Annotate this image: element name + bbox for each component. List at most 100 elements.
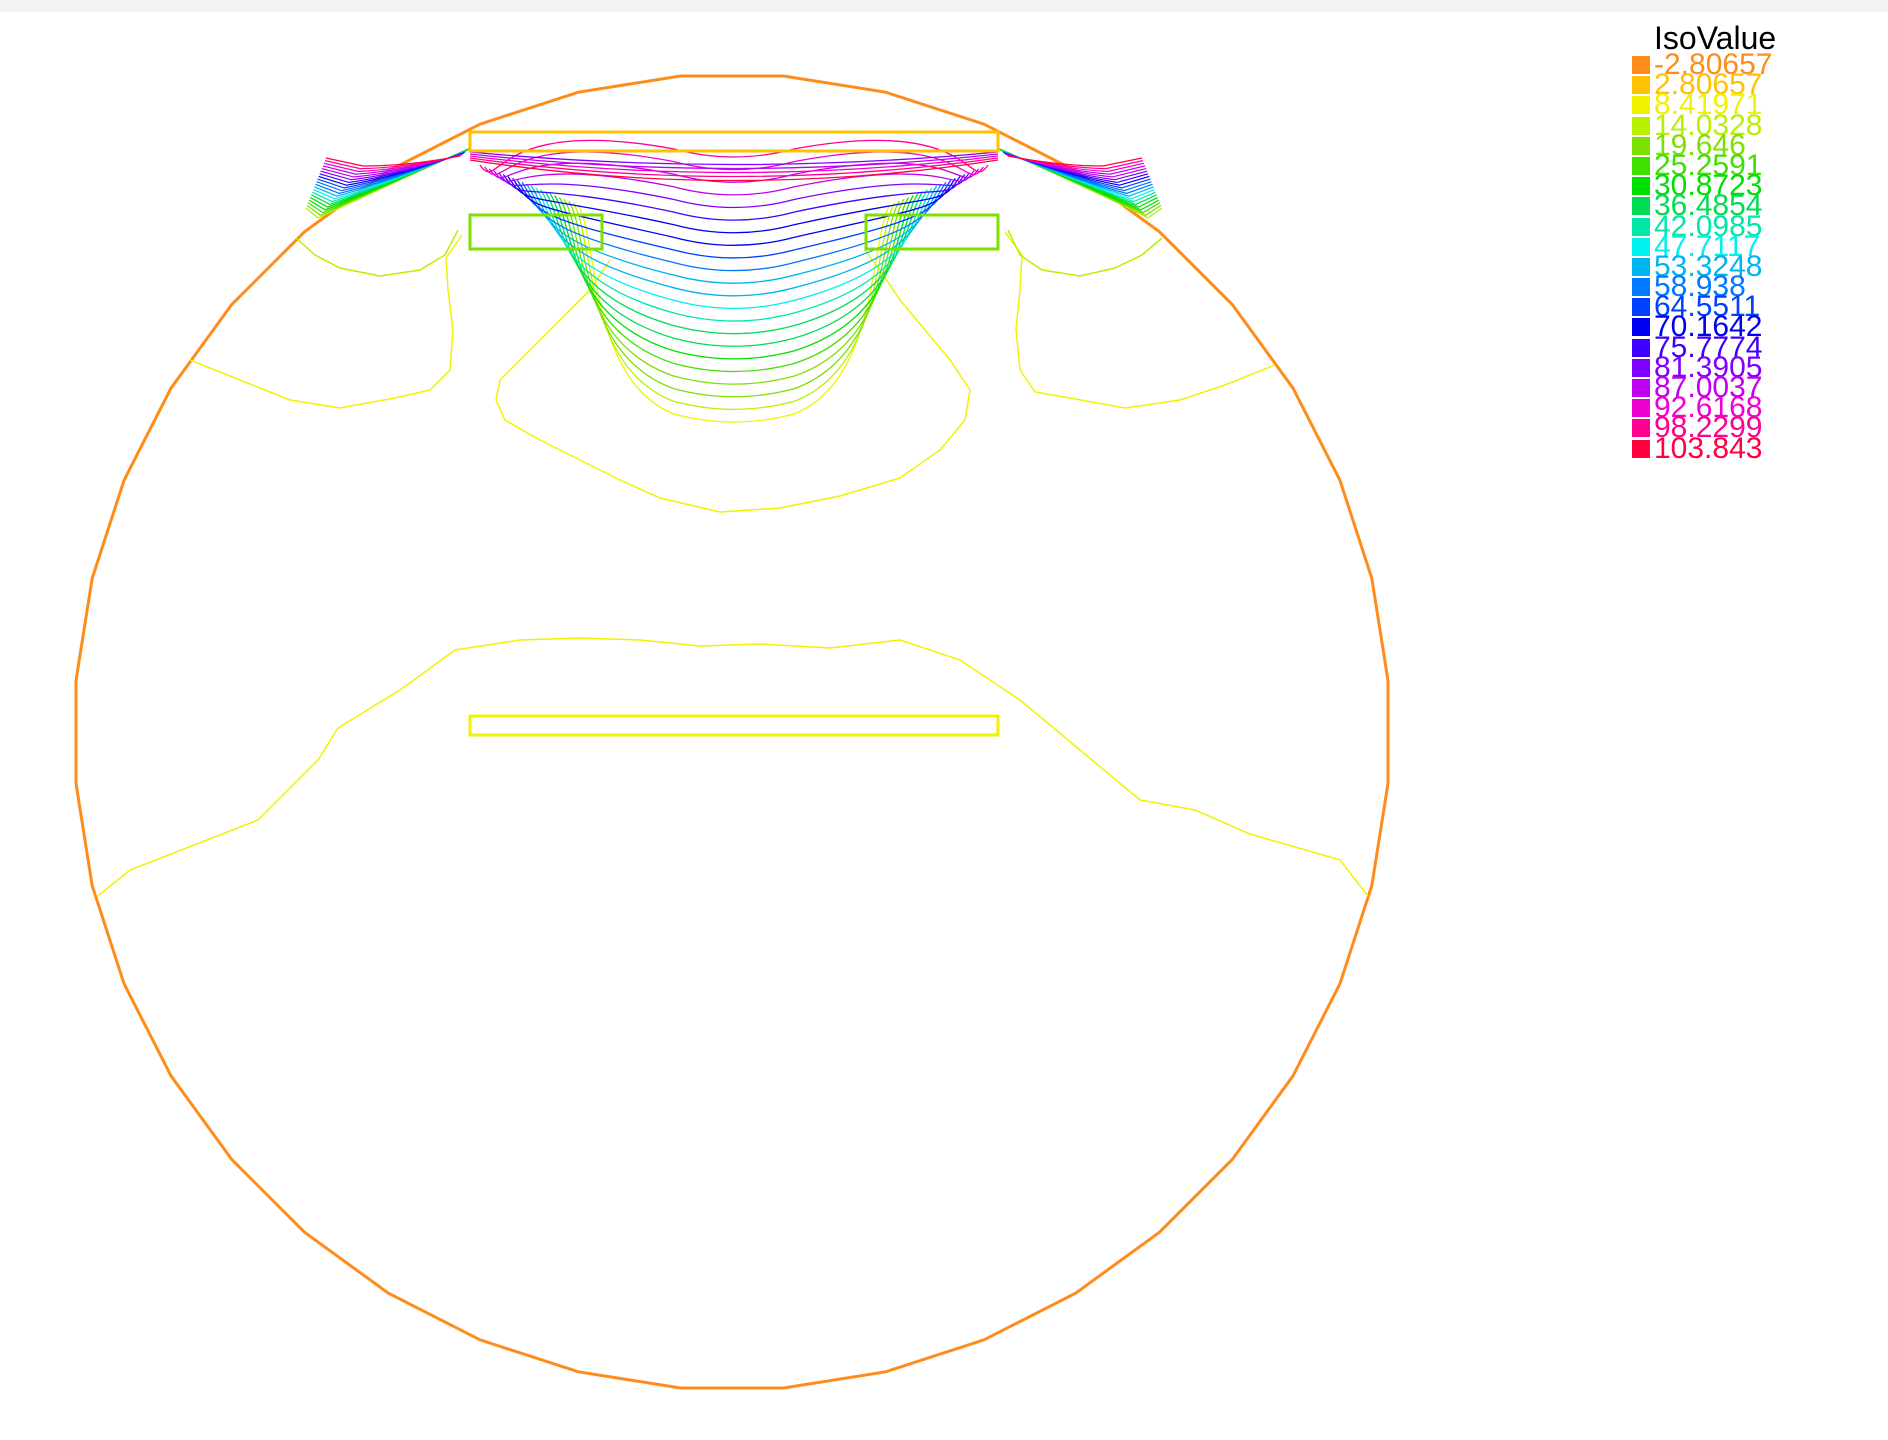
legend-label: 47.7117 — [1654, 229, 1761, 263]
legend-swatch — [1632, 96, 1650, 115]
legend-entry: 47.7117 — [1630, 231, 1820, 261]
contour-line — [488, 162, 980, 183]
legend-entry: 98.2299 — [1630, 413, 1820, 443]
legend-label: 53.3248 — [1654, 249, 1763, 283]
legend-label: 64.5511 — [1654, 290, 1761, 324]
legend-swatch — [1632, 439, 1650, 458]
legend-entry: 19.646 — [1630, 130, 1820, 160]
legend-entry: 53.3248 — [1630, 251, 1820, 281]
legend-label: 70.1642 — [1654, 310, 1763, 344]
legend-entry: 36.4854 — [1630, 191, 1820, 221]
contour-line — [563, 198, 905, 385]
legend-entry: 30.8723 — [1630, 171, 1820, 201]
contour-line — [535, 187, 933, 310]
legend-label: 19.646 — [1654, 128, 1746, 162]
isovalue-legend: IsoValue -2.80657 2.80657 8.41971 14.0328 19… — [1630, 20, 1820, 463]
legend-swatch — [1632, 338, 1650, 357]
legend-swatch — [1632, 217, 1650, 236]
legend-label: 81.3905 — [1654, 350, 1763, 384]
contour-line — [495, 249, 971, 513]
right-electrode — [864, 213, 1000, 251]
legend-swatch — [1632, 237, 1650, 256]
legend-label: 58.938 — [1654, 270, 1746, 304]
contour-line — [323, 154, 462, 173]
legend-label: 92.6168 — [1654, 391, 1763, 425]
contour-line — [189, 234, 463, 409]
legend-swatch — [1632, 278, 1650, 297]
window-top-bar — [0, 0, 1888, 12]
legend-entry: -2.80657 — [1630, 50, 1820, 80]
legend-swatch — [1632, 116, 1650, 135]
contour-line — [97, 637, 1369, 897]
legend-swatch — [1632, 379, 1650, 397]
legend-label: 98.2299 — [1654, 411, 1763, 445]
top-plate — [468, 130, 1000, 153]
legend-entry: 14.0328 — [1630, 110, 1820, 140]
contour-line — [469, 151, 999, 166]
legend-swatch — [1632, 156, 1650, 175]
legend-label: 30.8723 — [1654, 169, 1763, 203]
legend-swatch — [1632, 76, 1650, 95]
legend-label: 36.4854 — [1654, 189, 1763, 223]
legend-label: 87.0037 — [1654, 371, 1763, 404]
contour-line — [1007, 229, 1163, 277]
legend-label: 103.843 — [1654, 431, 1763, 465]
contour-line — [295, 229, 459, 277]
legend-label: 42.0985 — [1654, 209, 1763, 243]
contour-line — [469, 157, 999, 178]
contour-line — [516, 179, 952, 259]
contour-line — [479, 139, 989, 173]
legend-swatch — [1632, 318, 1650, 337]
legend-entry: 8.41971 — [1630, 90, 1820, 120]
legend-entry: 42.0985 — [1630, 211, 1820, 241]
legend-label: 75.7774 — [1654, 330, 1763, 364]
contour-line — [1006, 154, 1145, 173]
legend-label: 25.2591 — [1654, 148, 1763, 182]
legend-swatch — [1632, 177, 1650, 196]
legend-swatch — [1632, 257, 1650, 276]
legend-entry: 87.0037 — [1630, 373, 1820, 403]
contour-line — [484, 151, 984, 176]
left-electrode — [468, 213, 604, 251]
contour-line — [526, 183, 942, 284]
contour-line — [502, 174, 966, 221]
contour-line — [1007, 155, 1143, 167]
legend-label: 8.41971 — [1654, 88, 1763, 122]
legend-swatch — [1632, 197, 1650, 216]
contour-line — [469, 153, 999, 170]
legend-entry: 75.7774 — [1630, 332, 1820, 362]
legend-entry: 103.843 — [1630, 433, 1820, 463]
contour-line — [572, 202, 896, 411]
legend-entry: 81.3905 — [1630, 352, 1820, 382]
legend-swatch — [1632, 399, 1650, 418]
legend-entries: -2.80657 2.80657 8.41971 14.0328 19.646 25.25… — [1630, 50, 1820, 463]
legend-swatch — [1632, 56, 1650, 74]
legend-entry: 58.938 — [1630, 272, 1820, 302]
legend-swatch — [1632, 136, 1650, 155]
legend-label: -2.80657 — [1654, 48, 1773, 81]
contour-line — [507, 176, 961, 234]
legend-swatch — [1632, 419, 1650, 438]
legend-swatch — [1632, 298, 1650, 317]
contour-line — [498, 172, 970, 209]
contour-line — [499, 259, 611, 381]
legend-swatch — [1632, 358, 1650, 377]
contour-line — [540, 189, 928, 322]
domain-boundary — [74, 74, 1390, 1390]
contour-line — [521, 181, 947, 272]
contour-line — [469, 155, 999, 174]
legend-entry: 2.80657 — [1630, 70, 1820, 100]
contour-line — [1004, 231, 1276, 409]
contour-line — [493, 170, 975, 196]
contour-line — [469, 159, 999, 182]
contour-line — [512, 177, 956, 246]
contour-line — [530, 185, 938, 297]
contour-line — [568, 200, 900, 398]
contour-line — [325, 155, 461, 167]
legend-entry: 25.2591 — [1630, 150, 1820, 180]
legend-title: IsoValue — [1654, 20, 1777, 56]
legend-label: 14.0328 — [1654, 108, 1763, 142]
legend-label: 2.80657 — [1654, 68, 1763, 102]
legend-entry: 70.1642 — [1630, 312, 1820, 342]
